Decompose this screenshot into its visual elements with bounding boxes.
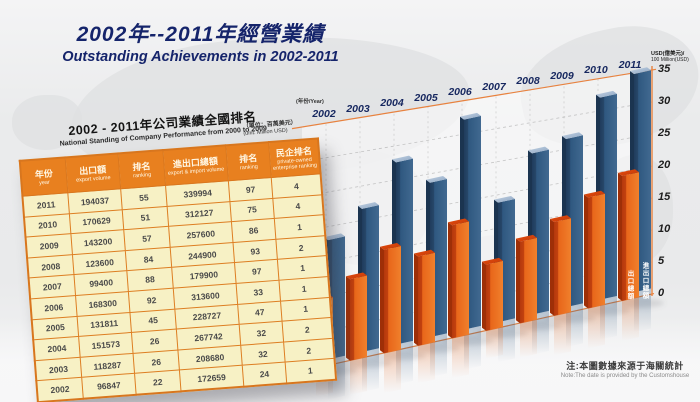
bar-top-face: [550, 215, 571, 223]
column-header: 年份 year: [19, 157, 68, 197]
source-note-en: Note:The date is provided by the Customs…: [560, 373, 690, 379]
bar-top-face: [562, 132, 583, 139]
bar-top-face: [482, 257, 503, 265]
export-bar: [350, 275, 367, 361]
axis-year-line: [291, 68, 657, 130]
source-note-zh: 注:本圖數據來源于海關統計: [566, 361, 684, 371]
performance-table: 2002 - 2011年公司業績全國排名 National Standing o…: [16, 102, 338, 402]
page-title: 2002年--2011年經營業績 Outstanding Achievement…: [28, 18, 373, 65]
table-cell: 22: [134, 370, 182, 395]
bar-top-face: [358, 202, 379, 209]
export-bar: [588, 193, 605, 309]
bar-top-face: [460, 112, 481, 120]
page-title-en: Outstanding Achievements in 2002-2011: [62, 49, 339, 65]
table-cell: 96847: [81, 373, 137, 399]
bar-reflection: [452, 334, 469, 379]
bar-top-face: [448, 218, 469, 226]
bar-side-face: [380, 246, 384, 354]
bar-top-face: [516, 234, 537, 242]
bar-top-face: [392, 155, 413, 163]
export-bar: [486, 260, 503, 331]
bar-side-face: [482, 261, 486, 331]
bar-side-face: [618, 172, 622, 301]
bar-top-face: [618, 169, 639, 176]
bar-side-face: [516, 238, 520, 324]
bar-reflection: [350, 356, 367, 395]
bar-top-face: [630, 67, 651, 75]
bar-top-face: [528, 146, 549, 154]
bar-side-face: [550, 219, 554, 316]
bar-reflection: [486, 327, 503, 359]
bar-side-face: [448, 222, 452, 339]
bar-reflection: [418, 341, 435, 384]
bar-top-face: [380, 243, 401, 250]
bar-reflection: [554, 312, 571, 356]
column-header: 排名 ranking: [117, 150, 166, 189]
gridline: [301, 133, 653, 198]
bar-reflection: [520, 319, 537, 358]
bar-reflection: [588, 304, 605, 349]
bar-top-face: [426, 175, 447, 183]
bar-top-face: [494, 195, 515, 203]
export-bar: [452, 221, 469, 339]
column-header: 進出口總額 export & import volume: [162, 145, 229, 186]
export-bar: [554, 218, 571, 316]
bar-top-face: [584, 190, 605, 198]
bar-top-face: [324, 233, 345, 241]
gridline: [301, 165, 653, 232]
export-bar: [384, 246, 401, 354]
ranking-table: 年份 year 出口額 export volume 排名 ranking 進出口總額 expo…: [18, 137, 338, 402]
bar-reflection: [384, 349, 401, 394]
export-bar: [622, 172, 639, 301]
bar-reflection: [622, 297, 639, 341]
bar-side-face: [346, 276, 350, 361]
column-header: 排名 ranking: [225, 142, 272, 181]
table-cell: 2002: [36, 377, 84, 402]
source-note: 注:本圖數據來源于海關統計 Note:The date is provided …: [540, 359, 700, 379]
bar-top-face: [346, 272, 367, 280]
export-bar: [520, 237, 537, 324]
page-title-zh: 2002年--2011年經營業績: [76, 23, 325, 46]
column-header: 民企排名 private-owned enterprise ranking: [268, 138, 321, 178]
table-cell: 1: [285, 358, 337, 384]
bar-side-face: [584, 194, 588, 309]
export-bar: [418, 252, 435, 346]
gridline: [301, 101, 653, 163]
table-cell: 24: [242, 362, 287, 387]
column-header: 出口額 export volume: [65, 153, 121, 193]
bar-top-face: [596, 90, 617, 98]
bar-top-face: [414, 249, 435, 257]
map-shape: [12, 95, 82, 150]
table-cell: 172659: [179, 365, 244, 392]
bar-side-face: [414, 253, 418, 346]
